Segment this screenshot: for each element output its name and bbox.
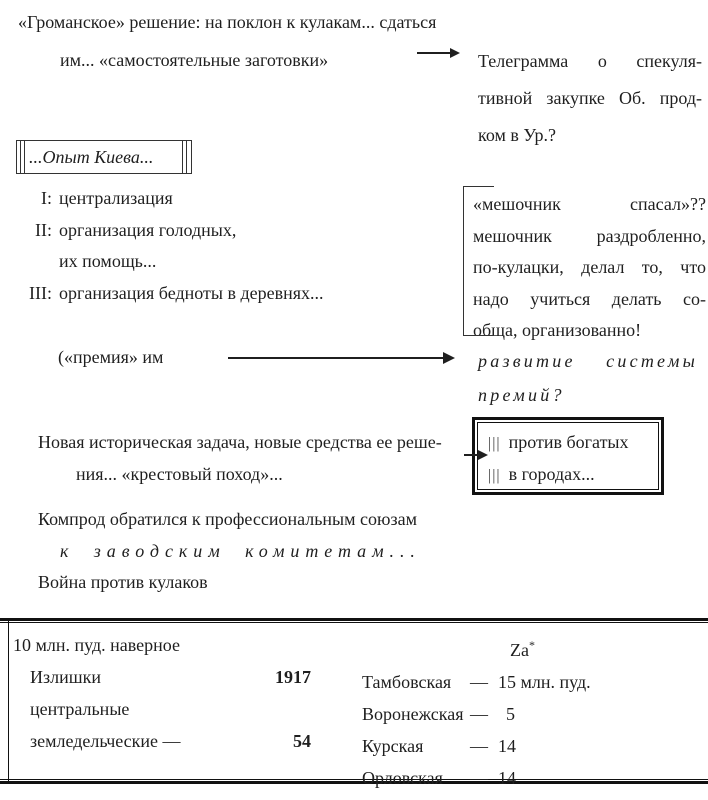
table-row: центральные bbox=[13, 693, 311, 725]
novaya-line-1: Новая историческая задача, новые средств… bbox=[38, 432, 442, 452]
triple-bar-mark: ||| bbox=[488, 467, 501, 484]
groman-line-1: «Громанское» решение: на поклон к кулака… bbox=[18, 12, 437, 32]
groman-line-2: им... «самостоятельные заготовки» bbox=[60, 50, 329, 70]
list-item-numeral: I: bbox=[41, 188, 52, 208]
list-item: их помощь... bbox=[14, 246, 454, 278]
table-right-column: Za* Тамбовская — 15 млн. пуд. Воронежска… bbox=[362, 629, 662, 794]
box-mark-line bbox=[181, 141, 183, 173]
list-item-text: организация голодных, bbox=[59, 219, 237, 240]
points-list: I: централизация II: организация голодных,… bbox=[14, 183, 454, 309]
razvitie-line-1: развитие системы bbox=[478, 351, 698, 371]
table-top-rule bbox=[0, 618, 708, 623]
komprod-line-2: к заводским комитетам... bbox=[60, 540, 421, 561]
province-value: 14 bbox=[498, 736, 516, 756]
table-left-line bbox=[8, 621, 9, 781]
table-row: Курская — 14 bbox=[362, 730, 662, 762]
za-label: Za bbox=[510, 640, 529, 660]
table-bottom-rule bbox=[0, 779, 708, 784]
list-item: III: организация бедноты в деревнях... bbox=[14, 278, 454, 310]
list-item: I: централизация bbox=[14, 183, 454, 215]
list-item-numeral: III: bbox=[29, 282, 52, 303]
meshochnik-line-4: надо учиться делать со- bbox=[473, 288, 706, 309]
dash: — bbox=[470, 672, 488, 692]
novaya-note: Новая историческая задача, новые средств… bbox=[38, 426, 498, 490]
arrow-right-icon bbox=[228, 352, 455, 364]
row-value: 1917 bbox=[275, 667, 311, 687]
razvitie-line-2: премий? bbox=[478, 385, 565, 405]
province-value: 15 млн. пуд. bbox=[498, 672, 591, 692]
komprod-line-1: Компрод обратился к профессиональным сою… bbox=[38, 509, 417, 529]
list-item-text: их помощь... bbox=[59, 251, 157, 271]
row-label: центральные bbox=[30, 699, 130, 719]
telegram-line-2: тивной закупке Об. прод- bbox=[478, 88, 702, 108]
bogatykh-line-2: ||| в городах... bbox=[488, 459, 658, 491]
table-row: Излишки 1917 bbox=[13, 661, 311, 693]
telegram-note: Телеграмма о спекуля- тивной закупке Об.… bbox=[478, 43, 702, 154]
meshochnik-text: «мешочник спасал»?? мешочник раздробленн… bbox=[464, 186, 706, 347]
table-row: Орловская — 14 bbox=[362, 762, 662, 794]
list-item-text: организация бедноты в деревнях... bbox=[59, 282, 324, 303]
box-mark-line bbox=[20, 141, 21, 173]
dash: — bbox=[470, 768, 488, 788]
premiya-note: («премия» им bbox=[58, 347, 164, 367]
list-item-numeral: II: bbox=[35, 219, 52, 240]
province-name: Курская bbox=[362, 736, 424, 756]
table-left-column: 10 млн. пуд. наверное Излишки 1917 центр… bbox=[13, 629, 311, 757]
table-row: Тамбовская — 15 млн. пуд. bbox=[362, 666, 662, 698]
arrow-right-icon bbox=[464, 450, 488, 460]
triple-bar-mark: ||| bbox=[488, 435, 501, 452]
telegram-line-3: ком в Ур.? bbox=[478, 125, 557, 145]
row-label: земледельческие — bbox=[30, 731, 181, 751]
za-footnote-mark: * bbox=[528, 638, 535, 652]
table-row: земледельческие — 54 bbox=[13, 725, 311, 757]
kiev-experience-box: ...Опыт Киева... bbox=[16, 140, 192, 174]
box-mark-line bbox=[186, 141, 187, 173]
telegram-line-1: Телеграмма о спекуля- bbox=[478, 51, 702, 71]
novaya-line-2: ния... «крестовый поход»... bbox=[76, 464, 283, 484]
province-value: 5 bbox=[506, 704, 515, 724]
table-right-header: Za* bbox=[510, 629, 662, 666]
razvitie-note: развитие системы премий? bbox=[478, 344, 698, 412]
bogatykh-text-2: в городах... bbox=[508, 464, 595, 484]
groman-note: «Громанское» решение: на поклон к кулака… bbox=[18, 3, 478, 79]
bogatykh-text-1: против богатых bbox=[508, 432, 629, 452]
komprod-note: Компрод обратился к профессиональным сою… bbox=[38, 504, 498, 599]
meshochnik-line-1: «мешочник спасал»?? bbox=[473, 194, 706, 214]
bogatykh-box-inner: ||| против богатых ||| в городах... bbox=[477, 422, 659, 490]
row-value: 54 bbox=[293, 731, 311, 751]
dash: — bbox=[470, 736, 488, 756]
komprod-line-3: Война против кулаков bbox=[38, 572, 208, 592]
bogatykh-line-1: ||| против богатых bbox=[488, 427, 658, 459]
arrow-right-icon bbox=[417, 48, 460, 58]
province-value: 14 bbox=[498, 768, 516, 788]
bogatykh-box: ||| против богатых ||| в городах... bbox=[472, 417, 664, 495]
list-item: II: организация голодных, bbox=[14, 215, 454, 247]
dash: — bbox=[470, 704, 488, 724]
meshochnik-line-3: по-кулацки, делал то, что bbox=[473, 257, 706, 277]
province-name: Орловская bbox=[362, 768, 443, 788]
list-item-text: централизация bbox=[59, 188, 173, 208]
row-label: Излишки bbox=[30, 667, 101, 687]
meshochnik-note: «мешочник спасал»?? мешочник раздробленн… bbox=[463, 186, 706, 340]
meshochnik-line-5: обща, организованно! bbox=[473, 320, 642, 340]
kiev-box-label: ...Опыт Киева... bbox=[29, 146, 154, 167]
box-mark-line bbox=[23, 141, 25, 173]
province-name: Тамбовская bbox=[362, 672, 452, 692]
meshochnik-line-2: мешочник раздробленно, bbox=[473, 225, 706, 246]
table-row: Воронежская — 5 bbox=[362, 698, 662, 730]
province-name: Воронежская bbox=[362, 704, 464, 724]
table-left-header: 10 млн. пуд. наверное bbox=[13, 635, 181, 655]
